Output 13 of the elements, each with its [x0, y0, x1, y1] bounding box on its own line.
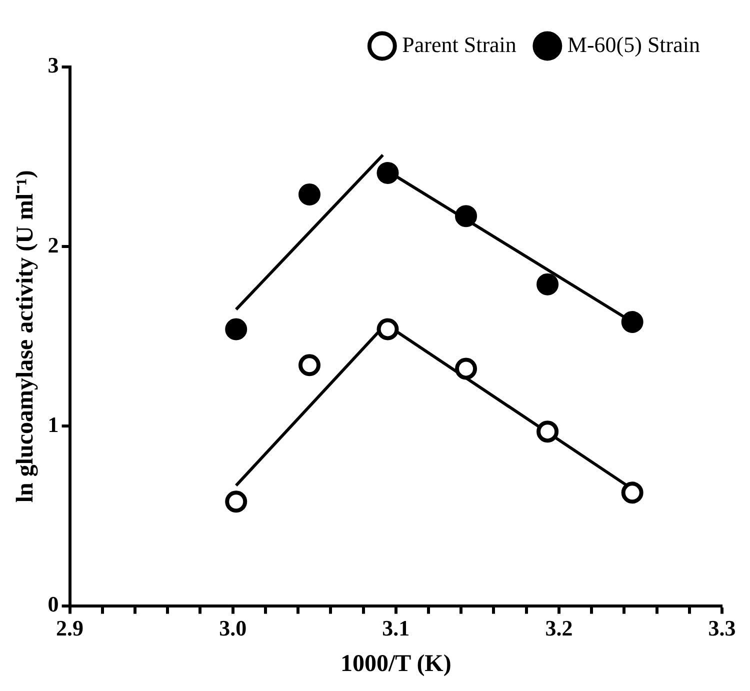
y-axis-title: ln glucoamylase activity (U ml⁻¹)	[12, 170, 39, 503]
x-axis-title: 1000/T (K)	[340, 650, 452, 677]
x-tick-label: 3.1	[382, 616, 410, 641]
x-tick-label: 2.9	[56, 616, 84, 641]
y-tick-label: 3	[48, 52, 59, 78]
x-tick-label: 3.3	[708, 616, 736, 641]
y-tick-label: 1	[48, 412, 59, 437]
legend-label: Parent Strain	[402, 32, 516, 57]
x-tick-label: 3.2	[545, 616, 573, 641]
x-tick-label: 3.0	[219, 616, 247, 641]
legend-label: M-60(5) Strain	[567, 32, 700, 57]
y-tick-label: 2	[48, 232, 59, 258]
y-tick-label: 0	[48, 591, 59, 616]
